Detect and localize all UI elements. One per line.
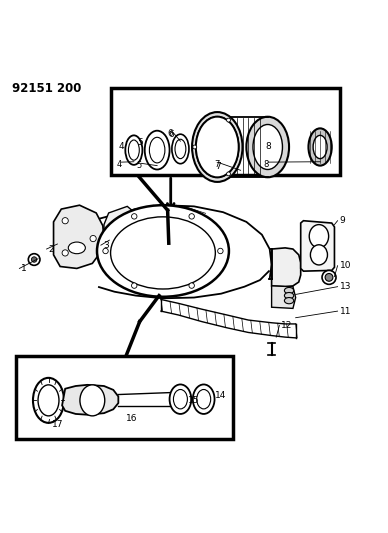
- Polygon shape: [104, 206, 143, 262]
- Circle shape: [193, 145, 197, 149]
- Circle shape: [132, 283, 137, 288]
- Ellipse shape: [193, 384, 215, 414]
- Ellipse shape: [197, 390, 211, 409]
- Ellipse shape: [170, 384, 191, 414]
- Ellipse shape: [33, 378, 64, 423]
- Ellipse shape: [253, 125, 282, 169]
- Text: 8: 8: [263, 160, 269, 169]
- Polygon shape: [272, 248, 301, 287]
- Bar: [111, 88, 340, 175]
- Circle shape: [322, 270, 336, 284]
- Polygon shape: [62, 385, 118, 415]
- Ellipse shape: [310, 245, 327, 265]
- Circle shape: [31, 257, 37, 262]
- Circle shape: [62, 217, 68, 224]
- Ellipse shape: [149, 138, 165, 163]
- Text: 1: 1: [21, 264, 27, 273]
- Text: 12: 12: [281, 321, 293, 330]
- Circle shape: [189, 283, 194, 288]
- Text: 10: 10: [340, 261, 351, 270]
- Ellipse shape: [246, 117, 289, 177]
- Text: 16: 16: [126, 414, 138, 423]
- Text: 15: 15: [188, 396, 200, 405]
- Ellipse shape: [173, 390, 187, 409]
- Circle shape: [218, 248, 223, 254]
- Ellipse shape: [80, 385, 105, 416]
- Text: 6: 6: [167, 129, 173, 138]
- Text: 7: 7: [214, 160, 219, 169]
- Ellipse shape: [172, 134, 189, 164]
- Circle shape: [90, 236, 96, 241]
- Ellipse shape: [111, 217, 215, 289]
- Ellipse shape: [196, 117, 239, 177]
- Ellipse shape: [284, 287, 294, 294]
- Text: 7: 7: [215, 162, 221, 171]
- Text: 5: 5: [136, 161, 142, 170]
- Circle shape: [103, 248, 108, 254]
- Ellipse shape: [309, 224, 329, 248]
- Text: 2: 2: [48, 245, 54, 254]
- Polygon shape: [54, 205, 104, 269]
- Text: 13: 13: [340, 282, 351, 291]
- Ellipse shape: [203, 125, 232, 169]
- Circle shape: [28, 254, 40, 265]
- Ellipse shape: [284, 293, 294, 298]
- Text: 4: 4: [117, 160, 122, 169]
- Polygon shape: [272, 286, 296, 309]
- Circle shape: [227, 172, 230, 176]
- Ellipse shape: [192, 112, 242, 182]
- Ellipse shape: [145, 131, 170, 169]
- Text: 11: 11: [340, 306, 351, 316]
- Text: 4: 4: [118, 142, 124, 151]
- Polygon shape: [301, 221, 334, 271]
- Bar: [16, 356, 233, 439]
- Ellipse shape: [38, 385, 59, 416]
- Text: 3: 3: [103, 241, 109, 249]
- Ellipse shape: [196, 117, 239, 177]
- Circle shape: [189, 214, 194, 219]
- Text: 14: 14: [215, 391, 227, 400]
- Ellipse shape: [175, 139, 186, 159]
- Ellipse shape: [128, 140, 139, 160]
- Circle shape: [132, 214, 137, 219]
- Text: 6: 6: [169, 130, 175, 139]
- Ellipse shape: [313, 135, 327, 159]
- Text: 8: 8: [266, 142, 272, 151]
- Ellipse shape: [284, 297, 294, 304]
- Text: 92151 200: 92151 200: [12, 82, 81, 95]
- Text: 17: 17: [52, 421, 64, 429]
- Circle shape: [227, 118, 230, 122]
- Ellipse shape: [97, 205, 229, 297]
- Circle shape: [325, 273, 333, 281]
- Ellipse shape: [125, 135, 142, 165]
- Text: 5: 5: [138, 138, 144, 147]
- Circle shape: [62, 250, 68, 256]
- Text: 9: 9: [340, 216, 345, 225]
- Ellipse shape: [68, 242, 85, 254]
- Ellipse shape: [308, 128, 332, 166]
